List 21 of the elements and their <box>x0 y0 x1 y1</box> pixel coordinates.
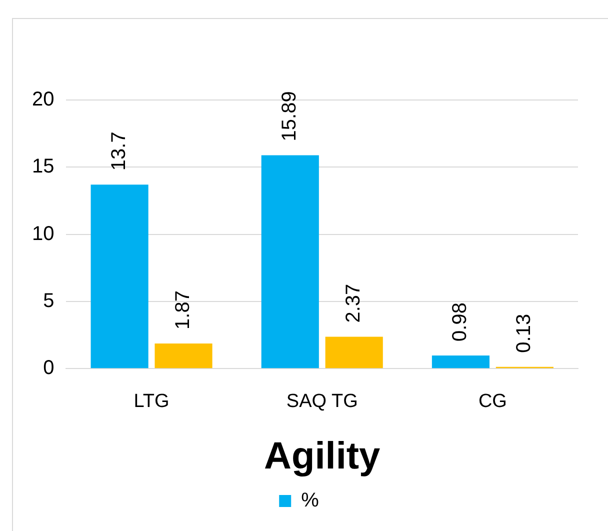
legend-label: % <box>301 490 320 512</box>
y-tick-label: 10 <box>32 222 54 245</box>
y-tick-label: 0 <box>43 357 54 380</box>
data-label: 2.37 <box>342 284 365 323</box>
y-tick-label: 20 <box>32 88 54 111</box>
x-tick-label: SAQ TG <box>286 391 358 412</box>
bar <box>432 355 490 368</box>
y-tick-label: 5 <box>43 290 54 312</box>
x-tick-label: CG <box>478 391 507 412</box>
bar <box>90 184 148 368</box>
data-label: 15.89 <box>278 91 301 142</box>
y-tick-label: 15 <box>32 156 54 178</box>
bar <box>261 155 319 368</box>
x-axis-title: Agility <box>264 436 380 478</box>
x-tick-label: LTG <box>134 391 170 412</box>
bar <box>154 343 212 368</box>
bar <box>325 336 383 368</box>
data-label: 13.7 <box>108 132 130 171</box>
data-label: 1.87 <box>172 290 194 330</box>
data-label: 0.13 <box>513 314 536 353</box>
data-label: 0.98 <box>449 302 472 342</box>
